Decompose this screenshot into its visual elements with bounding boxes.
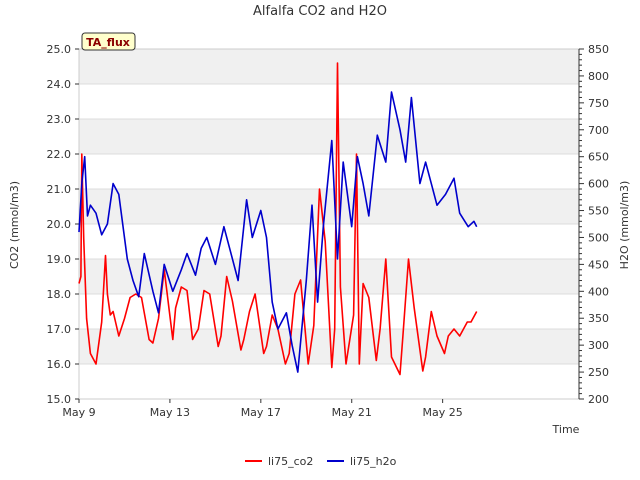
ta-flux-badge-label: TA_flux bbox=[86, 36, 130, 49]
y-right-tick-label: 350 bbox=[588, 312, 609, 325]
grid-band bbox=[79, 189, 579, 224]
y-left-tick-label: 17.0 bbox=[47, 323, 72, 336]
y-right-tick-label: 450 bbox=[588, 258, 609, 271]
y-left-tick-label: 18.0 bbox=[47, 288, 72, 301]
legend-label-h2o: li75_h2o bbox=[350, 455, 397, 468]
y-left-tick-label: 25.0 bbox=[47, 43, 72, 56]
x-tick-label: May 9 bbox=[62, 406, 95, 419]
y-right-tick-label: 200 bbox=[588, 393, 609, 406]
legend-label-co2: li75_co2 bbox=[268, 455, 313, 468]
right-axis: 200 250 300 350 400 450 500 550 600 650 700 750 800 8… bbox=[578, 43, 609, 406]
x-tick-label: May 21 bbox=[332, 406, 372, 419]
y-right-tick-label: 400 bbox=[588, 285, 609, 298]
y-left-tick-label: 22.0 bbox=[47, 148, 72, 161]
y-left-tick-label: 24.0 bbox=[47, 78, 72, 91]
series-line-li75_h2o bbox=[78, 91, 478, 373]
y-axis-right-title: H2O (mmol/m3) bbox=[618, 181, 631, 270]
series-line-li75_co2 bbox=[78, 62, 478, 376]
grid-band bbox=[79, 259, 579, 294]
y-left-tick-label: 21.0 bbox=[47, 183, 72, 196]
y-right-tick-label: 850 bbox=[588, 43, 609, 56]
y-right-tick-label: 600 bbox=[588, 178, 609, 191]
x-axis: May 9 May 13 May 17 May 21 May 25 bbox=[62, 399, 463, 419]
x-axis-title: Time bbox=[552, 423, 580, 436]
x-tick-label: May 17 bbox=[241, 406, 281, 419]
ta-flux-badge: TA_flux bbox=[81, 32, 136, 51]
y-right-tick-label: 650 bbox=[588, 151, 609, 164]
y-right-tick-label: 550 bbox=[588, 205, 609, 218]
y-left-tick-label: 20.0 bbox=[47, 218, 72, 231]
legend: li75_co2 li75_h2o bbox=[245, 455, 397, 468]
y-left-tick-label: 23.0 bbox=[47, 113, 72, 126]
y-right-tick-label: 800 bbox=[588, 70, 609, 83]
y-right-tick-label: 300 bbox=[588, 339, 609, 352]
grid-band bbox=[79, 119, 579, 154]
y-right-tick-label: 700 bbox=[588, 124, 609, 137]
y-right-tick-label: 250 bbox=[588, 366, 609, 379]
y-left-tick-label: 16.0 bbox=[47, 358, 72, 371]
chart-title: Alfalfa CO2 and H2O bbox=[253, 4, 387, 19]
y-left-tick-label: 15.0 bbox=[47, 393, 72, 406]
y-left-tick-label: 19.0 bbox=[47, 253, 72, 266]
x-tick-label: May 25 bbox=[423, 406, 463, 419]
y-right-tick-label: 500 bbox=[588, 231, 609, 244]
grid-band bbox=[79, 329, 579, 364]
grid-band bbox=[79, 49, 579, 84]
grid-bands bbox=[79, 49, 579, 364]
y-axis-left-title: CO2 (mmol/m3) bbox=[8, 181, 21, 269]
left-axis: 15.0 16.0 17.0 18.0 19.0 20.0 21.0 22.0 23.0 24.0… bbox=[47, 43, 79, 406]
x-tick-label: May 13 bbox=[150, 406, 190, 419]
series-lines bbox=[78, 62, 478, 376]
y-right-tick-label: 750 bbox=[588, 97, 609, 110]
